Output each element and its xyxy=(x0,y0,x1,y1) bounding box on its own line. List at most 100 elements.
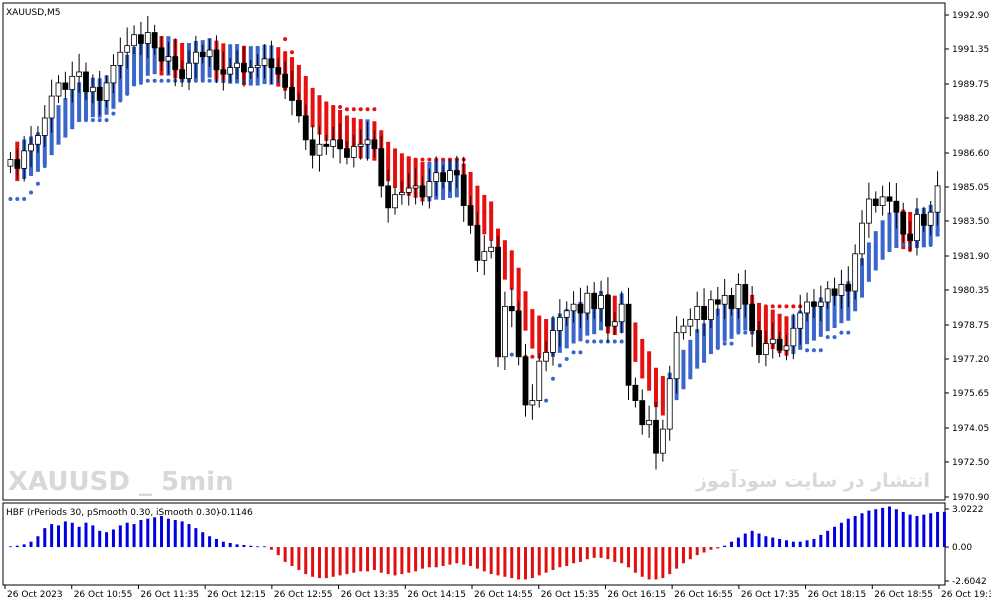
candle-body xyxy=(625,303,632,386)
histogram-bar xyxy=(146,518,150,548)
histogram-bar xyxy=(338,547,342,576)
histogram-bar xyxy=(819,534,823,548)
trailing-stop-dot xyxy=(358,107,363,112)
candle-body xyxy=(344,148,350,158)
candle-body xyxy=(783,345,790,351)
histogram-bar xyxy=(139,520,143,548)
candle-body xyxy=(96,86,103,101)
price-tick-label: 1981.90 xyxy=(952,252,989,262)
candle-body xyxy=(192,51,199,64)
trend-band-bar xyxy=(516,267,521,308)
histogram-bar xyxy=(915,515,919,548)
trailing-stop-dot xyxy=(317,105,322,110)
time-tick-label: 26 Oct 12:55 xyxy=(274,590,333,600)
histogram-bar xyxy=(201,532,205,548)
candle-body xyxy=(453,170,460,176)
price-axis: 1992.90 1991.35 1989.75 1988.20 1986.60 1985.… xyxy=(945,11,989,503)
trailing-stop-dot xyxy=(805,348,810,353)
trailing-stop-dot xyxy=(296,65,301,70)
candle-body xyxy=(433,172,440,182)
candle-body xyxy=(14,159,21,169)
time-tick-label: 26 Oct 13:35 xyxy=(341,590,400,600)
candle-body xyxy=(920,213,927,226)
candle-body xyxy=(179,69,186,79)
trailing-stop-dot xyxy=(104,118,109,123)
candle-body xyxy=(131,34,137,47)
candle-body xyxy=(467,205,474,226)
trailing-stop-dot xyxy=(393,157,398,162)
candle-body xyxy=(790,327,797,347)
candle-body xyxy=(721,295,728,305)
histogram-bar xyxy=(640,547,644,577)
candle-body xyxy=(302,115,309,141)
time-tick-label: 26 Oct 2023 xyxy=(7,590,63,600)
time-tick-label: 26 Oct 19:35 xyxy=(941,590,991,600)
candle-body xyxy=(151,32,158,49)
histogram-bar xyxy=(153,517,157,548)
histogram-bar xyxy=(887,506,891,548)
trailing-stop-dot xyxy=(708,346,713,351)
trailing-stop-dot xyxy=(290,50,295,55)
trailing-stop-dot xyxy=(757,304,762,309)
candle-body xyxy=(495,246,501,358)
price-tick-label: 1983.50 xyxy=(952,217,989,227)
trend-band-bar xyxy=(489,201,494,241)
histogram-bar xyxy=(558,547,562,568)
trailing-stop-dot xyxy=(420,157,425,162)
histogram-bar xyxy=(798,541,802,548)
candles xyxy=(7,16,941,470)
candle-body xyxy=(673,332,680,380)
price-tick-label: 1992.90 xyxy=(952,11,989,21)
histogram-bar xyxy=(98,530,102,548)
histogram-bar xyxy=(702,547,706,553)
histogram-bar xyxy=(111,529,115,548)
histogram-bar xyxy=(750,530,754,548)
candle-body xyxy=(886,196,893,202)
candle-body xyxy=(872,198,879,207)
histogram-bar xyxy=(427,547,431,568)
trend-band-bar xyxy=(763,307,768,347)
histogram-bar xyxy=(482,547,486,572)
trailing-stop-dot xyxy=(866,245,871,250)
candle-body xyxy=(556,316,563,331)
histogram-bar xyxy=(311,547,315,577)
trailing-stop-dot xyxy=(145,78,150,83)
candle-body xyxy=(398,192,405,196)
trailing-stop-dot xyxy=(832,335,837,340)
trailing-stop-dot xyxy=(8,197,13,202)
histogram-bar xyxy=(304,547,308,575)
histogram-bar xyxy=(448,547,452,565)
histogram-bar xyxy=(372,547,376,571)
candle-body xyxy=(392,194,398,209)
histogram-bar xyxy=(57,525,61,548)
trailing-stop-dots xyxy=(8,37,940,429)
trailing-stop-dot xyxy=(248,78,253,83)
trailing-stop-dot xyxy=(743,330,748,335)
histogram-bar xyxy=(242,545,246,548)
trailing-stop-dot xyxy=(386,157,391,162)
candle-body xyxy=(536,360,543,401)
histogram-bar xyxy=(475,547,479,569)
trend-band-bar xyxy=(660,376,665,416)
trailing-stop-dot xyxy=(702,352,707,357)
histogram-bar xyxy=(379,547,383,573)
candle-body xyxy=(714,299,721,305)
trailing-stop-dot xyxy=(413,157,418,162)
trend-band-bar xyxy=(722,302,727,342)
histogram-bar xyxy=(826,530,830,548)
histogram-bar xyxy=(537,547,541,576)
trailing-stop-dot xyxy=(544,398,549,403)
histogram-bar xyxy=(70,522,74,548)
trend-band-bar xyxy=(805,304,810,345)
candle-body xyxy=(337,139,343,150)
indicator-value: -0.1146 xyxy=(218,508,253,518)
candle-body xyxy=(646,419,653,426)
candle-body xyxy=(110,64,117,84)
candle-body xyxy=(405,187,412,193)
candle-body xyxy=(701,305,707,320)
trend-band-bar xyxy=(702,323,707,363)
histogram-bar xyxy=(132,524,136,548)
candle-body xyxy=(804,301,810,314)
candle-body xyxy=(605,295,611,327)
histogram-bar xyxy=(530,547,534,579)
